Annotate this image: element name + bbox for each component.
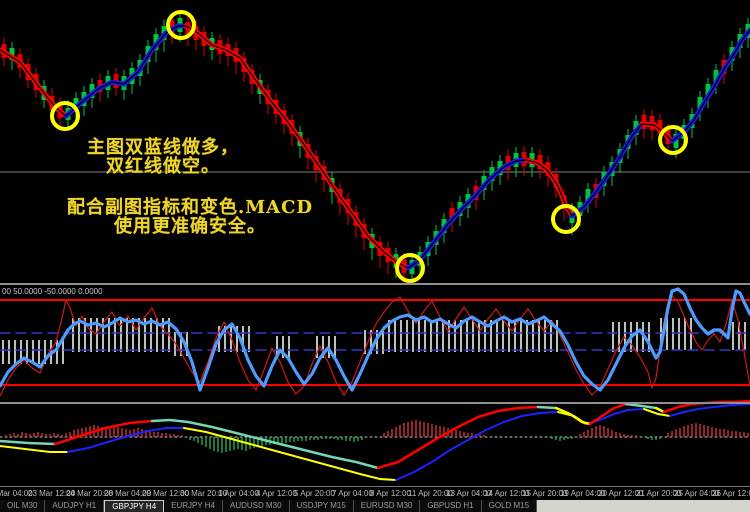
panel-separator-1 [0, 283, 750, 285]
panel-separator-3 [0, 486, 750, 487]
chart-tab-gbpusd-h1[interactable]: GBPUSD H1 [420, 500, 482, 512]
time-axis-label: 19 Apr 04:00 [560, 489, 606, 498]
time-axis-label: 13 Apr 04:00 [446, 489, 492, 498]
time-axis-label: 25 Apr 04:00 [674, 489, 720, 498]
signal-circle [166, 10, 196, 40]
signal-circles [50, 10, 688, 283]
chart-tab-audusd-m30[interactable]: AUDUSD M30 [223, 500, 290, 512]
chart-tab-bar: OIL M30 AUDJPY H1 GBPJPY H4 EURJPY H4 AUDUSD… [0, 500, 750, 512]
time-axis-label: 7 Apr 04:00 [332, 489, 373, 498]
time-axis-label: 26 Apr 12:00 [712, 489, 750, 498]
annotation-line-2: 双红线做空。 [106, 156, 220, 177]
time-axis-label: 23 Mar 12:00 [28, 489, 76, 498]
time-axis-label: 2 Mar 04:00 [0, 489, 33, 498]
chart-tab-gold-m15[interactable]: GOLD M15 [482, 500, 538, 512]
chart-tab-eurjpy-h4[interactable]: EURJPY H4 [164, 500, 224, 512]
time-axis-label: 5 Apr 20:00 [294, 489, 335, 498]
time-axis-label: 24 Mar 20:00 [66, 489, 114, 498]
time-axis-label: 14 Apr 12:00 [484, 489, 530, 498]
chart-tabs: OIL M30 AUDJPY H1 GBPJPY H4 EURJPY H4 AUDUSD… [0, 500, 538, 512]
chart-tab-usdjpy-m15[interactable]: USDJPY M15 [290, 500, 354, 512]
time-axis-label: 4 Apr 12:00 [256, 489, 297, 498]
chart-tab-gbpjpy-h4[interactable]: GBPJPY H4 [104, 500, 165, 512]
time-axis-label: 15 Apr 20:00 [522, 489, 568, 498]
signal-circle [50, 101, 80, 131]
annotation-line-1: 主图双蓝线做多， [87, 137, 239, 158]
chart-tab-eurusd-m30[interactable]: EURUSD M30 [354, 500, 421, 512]
oscillator-panel[interactable] [0, 287, 750, 397]
chart-tab-audjpy-h1[interactable]: AUDJPY H1 [45, 500, 105, 512]
time-axis-label: 20 Apr 12:00 [598, 489, 644, 498]
annotation-line-4: 使用更准确安全。 [114, 216, 266, 237]
panel-separator-2 [0, 402, 750, 404]
time-axis-label: 30 Mar 20:00 [180, 489, 228, 498]
indicator-value-label: 00 50.0000 -50.0000 0.0000 [2, 287, 103, 296]
time-axis-label: 1 Apr 04:00 [218, 489, 259, 498]
annotation-sub-chart: 配合副图指标和变色.MACD 使用更准确安全。 [40, 198, 340, 236]
signal-circle [658, 125, 688, 155]
time-axis-label: 8 Apr 12:00 [370, 489, 411, 498]
macd-panel[interactable] [0, 399, 750, 481]
signal-circle [551, 204, 581, 234]
time-axis-label: 11 Apr 20:00 [408, 489, 453, 498]
signal-circle [395, 253, 425, 283]
chart-tab-oil-m30[interactable]: OIL M30 [0, 500, 46, 512]
annotation-main-chart: 主图双蓝线做多， 双红线做空。 [33, 138, 293, 176]
time-axis-label: 21 Apr 20:00 [636, 489, 682, 498]
time-axis-label: 28 Mar 04:00 [104, 489, 152, 498]
annotation-line-3: 配合副图指标和变色.MACD [66, 197, 314, 218]
time-axis-label: 29 Mar 12:00 [142, 489, 190, 498]
